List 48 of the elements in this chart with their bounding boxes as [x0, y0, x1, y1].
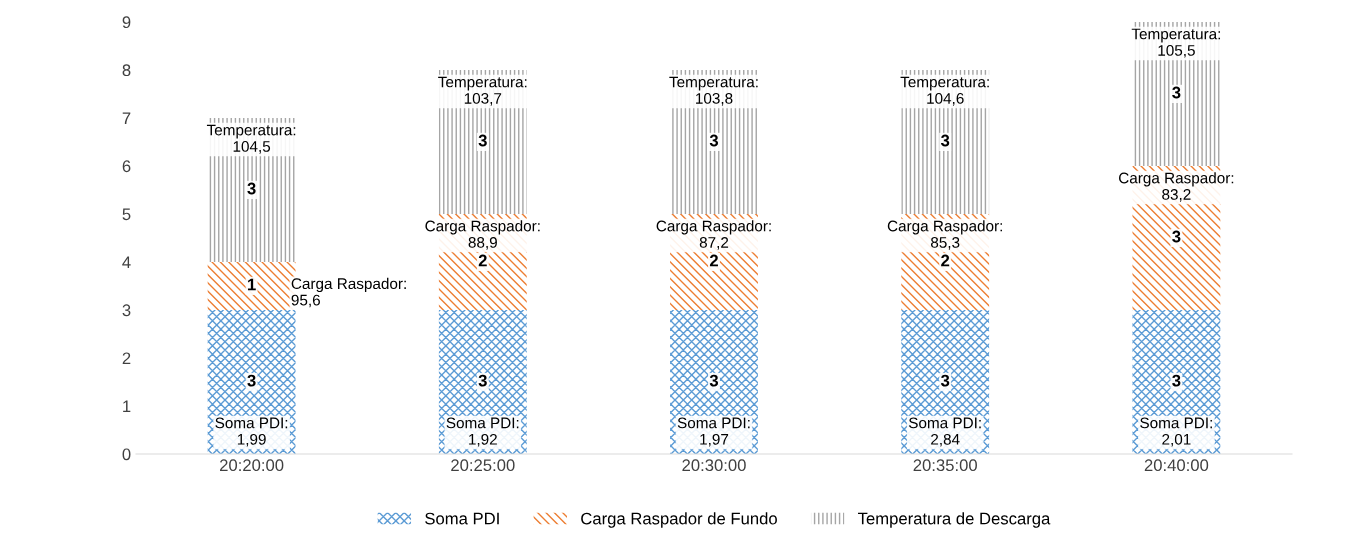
- annotation: Carga Raspador: 87,2: [656, 220, 771, 250]
- data-label: 3: [940, 134, 950, 147]
- data-label: 3: [1172, 374, 1181, 387]
- legend-label: Soma PDI: [425, 512, 499, 525]
- y-tick-label: 4: [122, 256, 131, 268]
- legend-label: Temperatura de Descarga: [858, 512, 1051, 528]
- data-label: 3: [478, 374, 487, 387]
- y-tick-label: 6: [122, 160, 131, 173]
- annotation: Carga Raspador: 88,9: [425, 220, 540, 250]
- data-label: 2: [941, 254, 950, 267]
- x-tick-label: 20:25:00: [451, 459, 515, 472]
- y-tick-label: 2: [122, 352, 131, 365]
- data-label: 3: [1172, 86, 1181, 99]
- x-tick-label: 20:20:00: [220, 459, 284, 472]
- annotation: Temperatura: 105,5: [1131, 28, 1221, 58]
- annotation: Carga Raspador: 95,6: [291, 277, 406, 308]
- annotation: Soma PDI: 2,84: [908, 417, 981, 447]
- annotation: Temperatura: 104,6: [900, 76, 989, 106]
- annotation: Carga Raspador: 85,3: [887, 220, 1002, 250]
- annotation: Soma PDI: 2,01: [1140, 417, 1212, 447]
- x-tick-label: 20:40:00: [1144, 459, 1209, 472]
- data-label: 3: [247, 182, 256, 195]
- data-label: 3: [478, 134, 487, 147]
- y-tick-label: 9: [122, 16, 131, 29]
- data-label: 2: [478, 254, 487, 267]
- data-label: 3: [247, 374, 256, 387]
- y-tick-label: 8: [122, 64, 131, 77]
- y-tick-label: 1: [123, 400, 131, 413]
- annotation: Soma PDI: 1,92: [446, 417, 519, 447]
- data-label: 3: [709, 134, 719, 147]
- legend-label: Carga Raspador de Fundo: [581, 512, 777, 528]
- data-label: 3: [709, 374, 719, 387]
- annotation: Soma PDI: 1,99: [215, 417, 288, 447]
- annotation: Temperatura: 104,5: [206, 124, 296, 154]
- x-tick-label: 20:30:00: [682, 459, 746, 472]
- y-tick-label: 3: [122, 304, 131, 317]
- annotation: Soma PDI: 1,97: [677, 417, 750, 447]
- annotation: Temperatura: 103,8: [669, 76, 758, 106]
- y-tick-label: 7: [122, 112, 131, 124]
- data-label: 3: [940, 374, 950, 387]
- annotation: Temperatura: 103,7: [438, 76, 527, 106]
- data-label: 2: [709, 254, 718, 267]
- y-tick-label: 5: [122, 208, 131, 221]
- y-tick-label: 0: [122, 448, 131, 461]
- data-label: 1: [248, 278, 256, 291]
- annotation: Carga Raspador: 83,2: [1119, 172, 1234, 202]
- x-tick-label: 20:35:00: [913, 459, 977, 472]
- data-label: 3: [1172, 230, 1181, 243]
